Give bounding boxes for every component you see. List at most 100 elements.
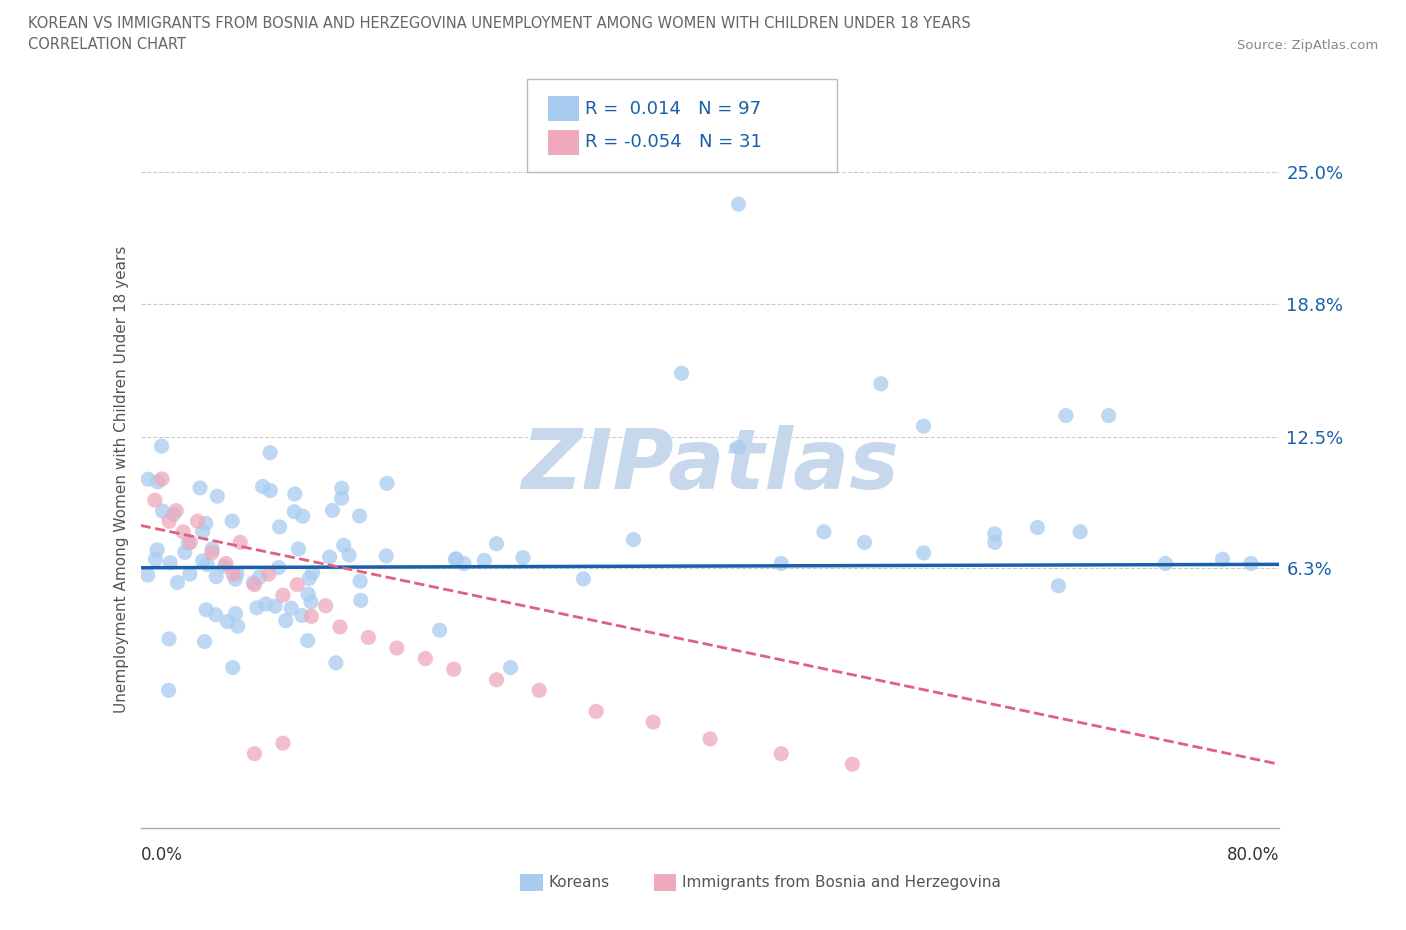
Point [152,504,174,519]
Text: ZIPatlas: ZIPatlas [522,424,898,506]
Text: Koreans: Koreans [548,875,609,890]
Point [243,578,266,592]
Point [499,660,522,675]
Point [222,660,245,675]
Point [201,546,224,561]
Text: KOREAN VS IMMIGRANTS FROM BOSNIA AND HERZEGOVINA UNEMPLOYMENT AMONG WOMEN WITH C: KOREAN VS IMMIGRANTS FROM BOSNIA AND HER… [28,16,972,31]
Point [224,572,246,587]
Text: Immigrants from Bosnia and Herzegovina: Immigrants from Bosnia and Herzegovina [682,875,1001,890]
Point [287,541,309,556]
Point [444,551,467,566]
Point [146,542,169,557]
Point [415,651,437,666]
Point [249,569,271,584]
Point [193,634,215,649]
Point [204,607,226,622]
Point [157,683,180,698]
Point [215,556,238,571]
Point [321,503,343,518]
Point [1154,556,1177,571]
Point [329,619,352,634]
Point [145,551,167,566]
Point [770,556,793,571]
Point [267,560,290,575]
Point [162,507,184,522]
Point [179,566,201,581]
Point [325,656,347,671]
Point [699,732,721,747]
Point [271,736,294,751]
Point [291,608,314,623]
Point [284,486,307,501]
Point [264,599,287,614]
Point [572,571,595,586]
Point [385,641,408,656]
Point [217,614,239,629]
Point [727,440,749,455]
Point [727,197,749,212]
Text: 0.0%: 0.0% [141,846,183,864]
Point [671,365,693,380]
Point [229,535,252,550]
Text: R =  0.014   N = 97: R = 0.014 N = 97 [585,100,761,118]
Point [166,575,188,590]
Point [186,513,209,528]
Point [301,609,323,624]
Point [485,537,508,551]
Point [226,618,249,633]
Point [150,472,173,486]
Point [136,472,159,486]
Point [214,559,236,574]
Point [349,509,371,524]
Point [165,503,187,518]
Point [222,566,245,581]
Point [453,556,475,571]
Point [194,516,217,531]
Point [1212,551,1234,566]
Point [177,536,200,551]
Point [623,532,645,547]
Point [1240,556,1263,571]
Point [221,513,243,528]
Point [136,567,159,582]
Point [280,601,302,616]
Point [146,474,169,489]
Point [643,714,665,729]
Point [179,535,201,550]
Point [1098,408,1121,423]
Point [271,588,294,603]
Point [870,377,893,392]
Point [332,538,354,552]
Point [298,571,321,586]
Point [357,630,380,644]
Point [318,550,340,565]
Text: R = -0.054   N = 31: R = -0.054 N = 31 [585,133,762,152]
Point [195,557,218,572]
Text: 80.0%: 80.0% [1227,846,1279,864]
Point [242,576,264,591]
Point [770,746,793,761]
Text: CORRELATION CHART: CORRELATION CHART [28,37,186,52]
Point [1047,578,1070,593]
Text: Source: ZipAtlas.com: Source: ZipAtlas.com [1237,39,1378,52]
Point [259,445,281,460]
Point [188,481,211,496]
Point [201,541,224,556]
Point [254,596,277,611]
Point [349,574,371,589]
Point [191,553,214,568]
Point [283,504,305,519]
Point [485,672,508,687]
Point [841,757,863,772]
Point [375,549,398,564]
Point [984,526,1007,541]
Point [191,525,214,539]
Point [444,551,467,566]
Point [195,603,218,618]
Point [159,555,181,570]
Point [912,546,935,561]
Point [912,418,935,433]
Point [157,513,180,528]
Point [330,481,353,496]
Y-axis label: Unemployment Among Women with Children Under 18 years: Unemployment Among Women with Children U… [114,246,129,712]
